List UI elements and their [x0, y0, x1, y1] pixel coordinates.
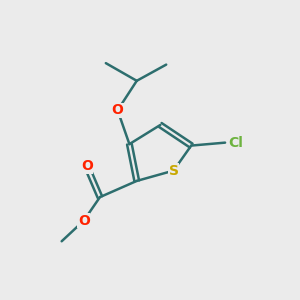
- Text: S: S: [169, 164, 178, 178]
- Text: O: O: [81, 159, 93, 173]
- Text: O: O: [112, 103, 124, 117]
- Text: O: O: [78, 214, 90, 228]
- Text: Cl: Cl: [228, 136, 243, 150]
